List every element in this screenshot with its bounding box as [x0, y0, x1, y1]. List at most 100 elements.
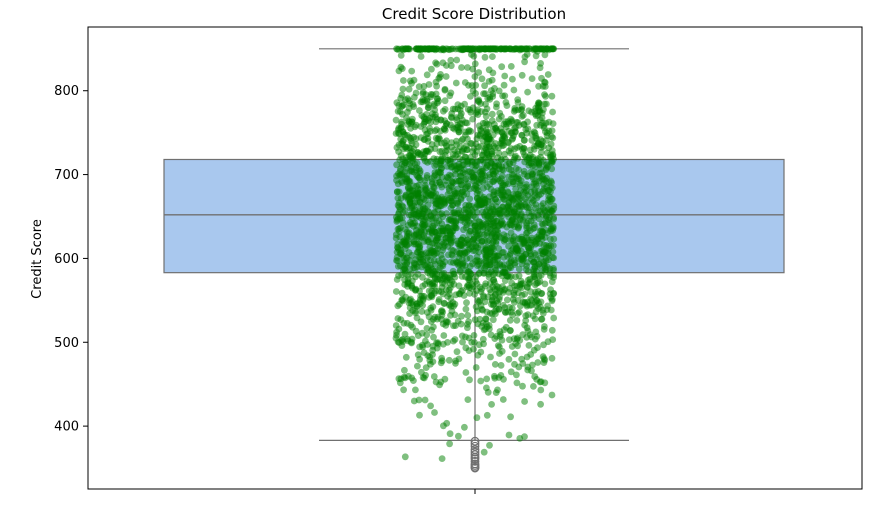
strip-point	[416, 150, 423, 158]
strip-point	[508, 129, 516, 137]
strip-point	[492, 310, 499, 318]
strip-point	[514, 342, 521, 350]
strip-point	[467, 93, 474, 100]
strip-point	[457, 190, 465, 197]
strip-point	[464, 180, 472, 188]
strip-point	[422, 181, 429, 189]
strip-point	[487, 331, 495, 339]
strip-point	[394, 215, 402, 223]
strip-point	[428, 187, 436, 194]
strip-point	[397, 249, 405, 257]
strip-point	[461, 248, 468, 255]
strip-point	[404, 222, 412, 229]
strip-point	[503, 296, 511, 304]
strip-point	[523, 324, 531, 332]
strip-point	[481, 53, 489, 61]
strip-point	[527, 295, 535, 303]
strip-point	[431, 169, 439, 176]
y-tick-label: 800	[54, 84, 79, 99]
strip-point	[471, 219, 478, 227]
strip-point	[468, 140, 476, 147]
strip-point	[505, 431, 513, 439]
strip-point	[443, 223, 451, 231]
strip-point	[426, 127, 434, 135]
strip-point	[531, 264, 539, 272]
strip-point	[472, 242, 480, 250]
strip-point	[405, 372, 412, 380]
strip-point	[524, 88, 531, 96]
strip-point	[453, 348, 461, 356]
strip-point	[455, 432, 462, 440]
strip-point	[402, 254, 410, 262]
strip-point	[483, 238, 491, 245]
strip-point	[398, 161, 406, 168]
strip-point	[500, 375, 507, 383]
strip-point	[455, 254, 463, 262]
strip-point	[398, 179, 406, 187]
strip-point	[440, 332, 448, 339]
strip-point	[451, 273, 459, 281]
strip-point	[492, 389, 500, 396]
strip-point	[512, 165, 520, 172]
strip-point	[499, 301, 507, 309]
strip-point	[523, 353, 531, 361]
strip-point	[499, 136, 506, 143]
strip-point	[402, 353, 410, 361]
strip-point	[439, 59, 447, 67]
strip-point	[413, 300, 420, 308]
strip-point	[445, 356, 453, 364]
outlier-point	[470, 447, 480, 457]
strip-point	[434, 313, 442, 321]
strip-point	[458, 45, 466, 53]
strip-point	[470, 52, 478, 60]
strip-point	[423, 71, 431, 79]
strip-point	[541, 51, 549, 59]
strip-point	[395, 199, 403, 207]
strip-point	[458, 64, 465, 71]
strip-point	[472, 278, 480, 285]
strip-point	[550, 214, 557, 222]
strip-point	[451, 211, 459, 219]
strip-point	[503, 102, 511, 109]
strip-point	[469, 65, 477, 73]
strip-point	[393, 176, 400, 184]
strip-point	[510, 299, 518, 306]
strip-point	[456, 268, 464, 276]
strip-point	[530, 383, 537, 390]
strip-point	[395, 170, 402, 178]
strip-point	[496, 109, 504, 117]
strip-point	[534, 344, 541, 351]
strip-point	[527, 168, 535, 176]
strip-point	[511, 106, 519, 114]
strip-point	[482, 246, 490, 254]
strip-point	[435, 74, 443, 82]
strip-point	[489, 53, 496, 60]
strip-point	[455, 206, 463, 214]
strip-point	[467, 127, 475, 135]
strip-point	[485, 45, 492, 53]
strip-point	[479, 137, 487, 145]
strip-point	[537, 298, 545, 306]
strip-point	[458, 312, 465, 320]
strip-point	[478, 322, 486, 330]
y-tick-label: 400	[54, 420, 79, 435]
strip-point	[406, 265, 413, 273]
strip-point	[549, 336, 557, 343]
strip-point	[473, 108, 481, 116]
strip-point	[542, 215, 550, 223]
strip-point	[449, 217, 457, 225]
strip-point	[502, 123, 510, 131]
strip-point	[525, 244, 532, 252]
strip-point	[513, 379, 521, 387]
strip-point	[494, 187, 501, 195]
strip-point	[404, 45, 412, 53]
strip-point	[437, 251, 445, 259]
strip-point	[405, 85, 413, 93]
strip-point	[478, 75, 486, 83]
strip-point	[485, 273, 493, 281]
strip-point	[503, 45, 511, 53]
strip-point	[464, 312, 472, 319]
strip-point	[429, 358, 437, 365]
strip-point	[492, 196, 499, 203]
strip-point	[498, 166, 506, 174]
